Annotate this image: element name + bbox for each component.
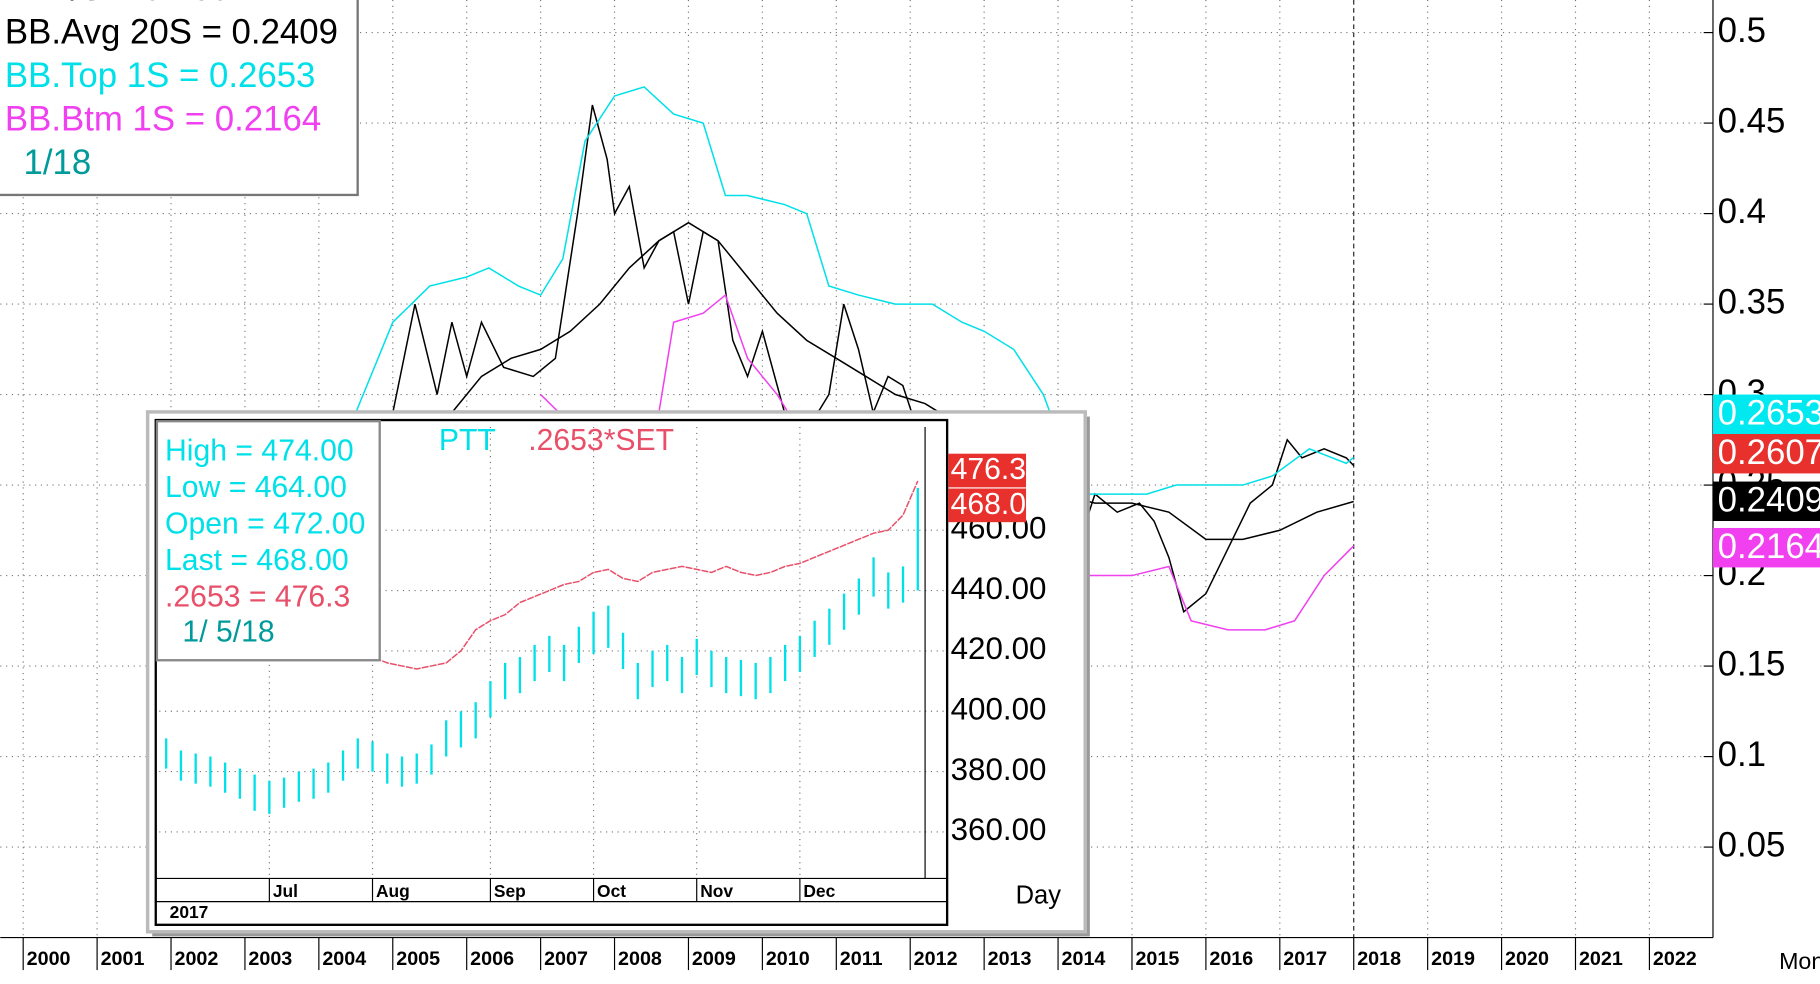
legend-entry: BB.Top 1S = 0.2653	[5, 56, 316, 95]
x-tick-label: 2002	[174, 948, 218, 970]
readout-box	[155, 420, 381, 662]
x-tick-label: 2000	[27, 948, 71, 970]
y-tick-label: 0.45	[1718, 101, 1786, 140]
x-tick-label: 2016	[1209, 948, 1253, 970]
x-tick-label: 2005	[396, 948, 440, 970]
x-tick-label: 2003	[248, 948, 292, 970]
legend-date: 1/18	[23, 143, 91, 182]
overlay-name: .2653*SET	[528, 424, 674, 457]
value-badge	[948, 453, 1027, 488]
legend-box	[0, 0, 359, 197]
y-tick-label: 0.4	[1718, 192, 1766, 231]
value-badge-label: 468.0	[951, 488, 1026, 521]
x-tick-label: 2014	[1062, 948, 1106, 970]
value-badge-label: 476.3	[951, 453, 1026, 486]
y-tick-label: 400.00	[951, 692, 1047, 727]
legend-entry: BB.Avg 20S = 0.2409	[5, 12, 338, 51]
x-tick-label: Dec	[803, 881, 835, 901]
inset-title: PTT	[439, 424, 496, 457]
x-tick-label: 2017	[1283, 948, 1327, 970]
x-tick-label: 2010	[766, 948, 810, 970]
y-tick-label: 0.5	[1718, 11, 1766, 50]
x-tick-label: Jul	[273, 881, 298, 901]
y-tick-label: 0.15	[1718, 644, 1786, 683]
year-label: 2017	[170, 902, 209, 922]
x-tick-label: Sep	[494, 881, 526, 901]
value-badge-label: 0.2653	[1718, 394, 1820, 433]
y-tick-label: 420.00	[951, 631, 1047, 666]
x-tick-label: 2001	[101, 948, 145, 970]
x-axis-label: Mon	[1779, 948, 1820, 974]
x-tick-label: 2013	[988, 948, 1032, 970]
inset-frame	[154, 418, 949, 926]
x-tick-label: 2015	[1135, 948, 1179, 970]
x-tick-label: 2018	[1357, 948, 1401, 970]
y-tick-label: 360.00	[951, 812, 1047, 847]
readout-entry: .2653 = 476.3	[165, 581, 350, 614]
value-badge	[1712, 394, 1820, 434]
value-badge-label: 0.2409	[1718, 481, 1820, 520]
line-series	[451, 221, 1354, 541]
y-tick-label: 0.35	[1718, 282, 1786, 321]
x-tick-label: 2004	[322, 948, 366, 970]
readout-entry: Last = 468.00	[165, 544, 349, 577]
readout-date: 1/ 5/18	[182, 616, 274, 649]
value-badge-label: 0.2607	[1718, 433, 1820, 472]
value-badge	[1712, 481, 1820, 522]
readout-entry: High = 474.00	[165, 435, 354, 468]
x-axis-label: Day	[1016, 882, 1062, 910]
legend-entry: PTT/S = 0.2607	[5, 0, 250, 8]
x-tick-label: Oct	[597, 881, 626, 901]
x-tick-label: 2022	[1653, 948, 1697, 970]
x-tick-label: 2020	[1505, 948, 1549, 970]
y-tick-label: 0.1	[1718, 735, 1766, 774]
value-badge	[1712, 527, 1820, 568]
value-badge	[1712, 433, 1820, 474]
x-tick-label: 2006	[470, 948, 514, 970]
y-tick-label: 380.00	[951, 752, 1047, 787]
readout-entry: Open = 472.00	[165, 508, 365, 541]
y-tick-label: 440.00	[951, 571, 1047, 606]
x-tick-label: 2008	[618, 948, 662, 970]
legend-entry: BB.Btm 1S = 0.2164	[5, 99, 321, 138]
x-tick-label: 2012	[914, 948, 958, 970]
value-badge	[948, 488, 1027, 523]
x-tick-label: 2021	[1579, 948, 1623, 970]
x-tick-label: Nov	[700, 881, 733, 901]
x-tick-label: 2009	[692, 948, 736, 970]
x-tick-label: 2019	[1431, 948, 1475, 970]
readout-entry: Low = 464.00	[165, 471, 347, 504]
value-badge-label: 0.2164	[1718, 527, 1820, 566]
line-series	[355, 86, 1355, 495]
x-tick-label: 2007	[544, 948, 588, 970]
x-tick-label: 2011	[840, 948, 883, 970]
x-tick-label: Aug	[376, 881, 410, 901]
y-tick-label: 0.05	[1718, 825, 1786, 864]
